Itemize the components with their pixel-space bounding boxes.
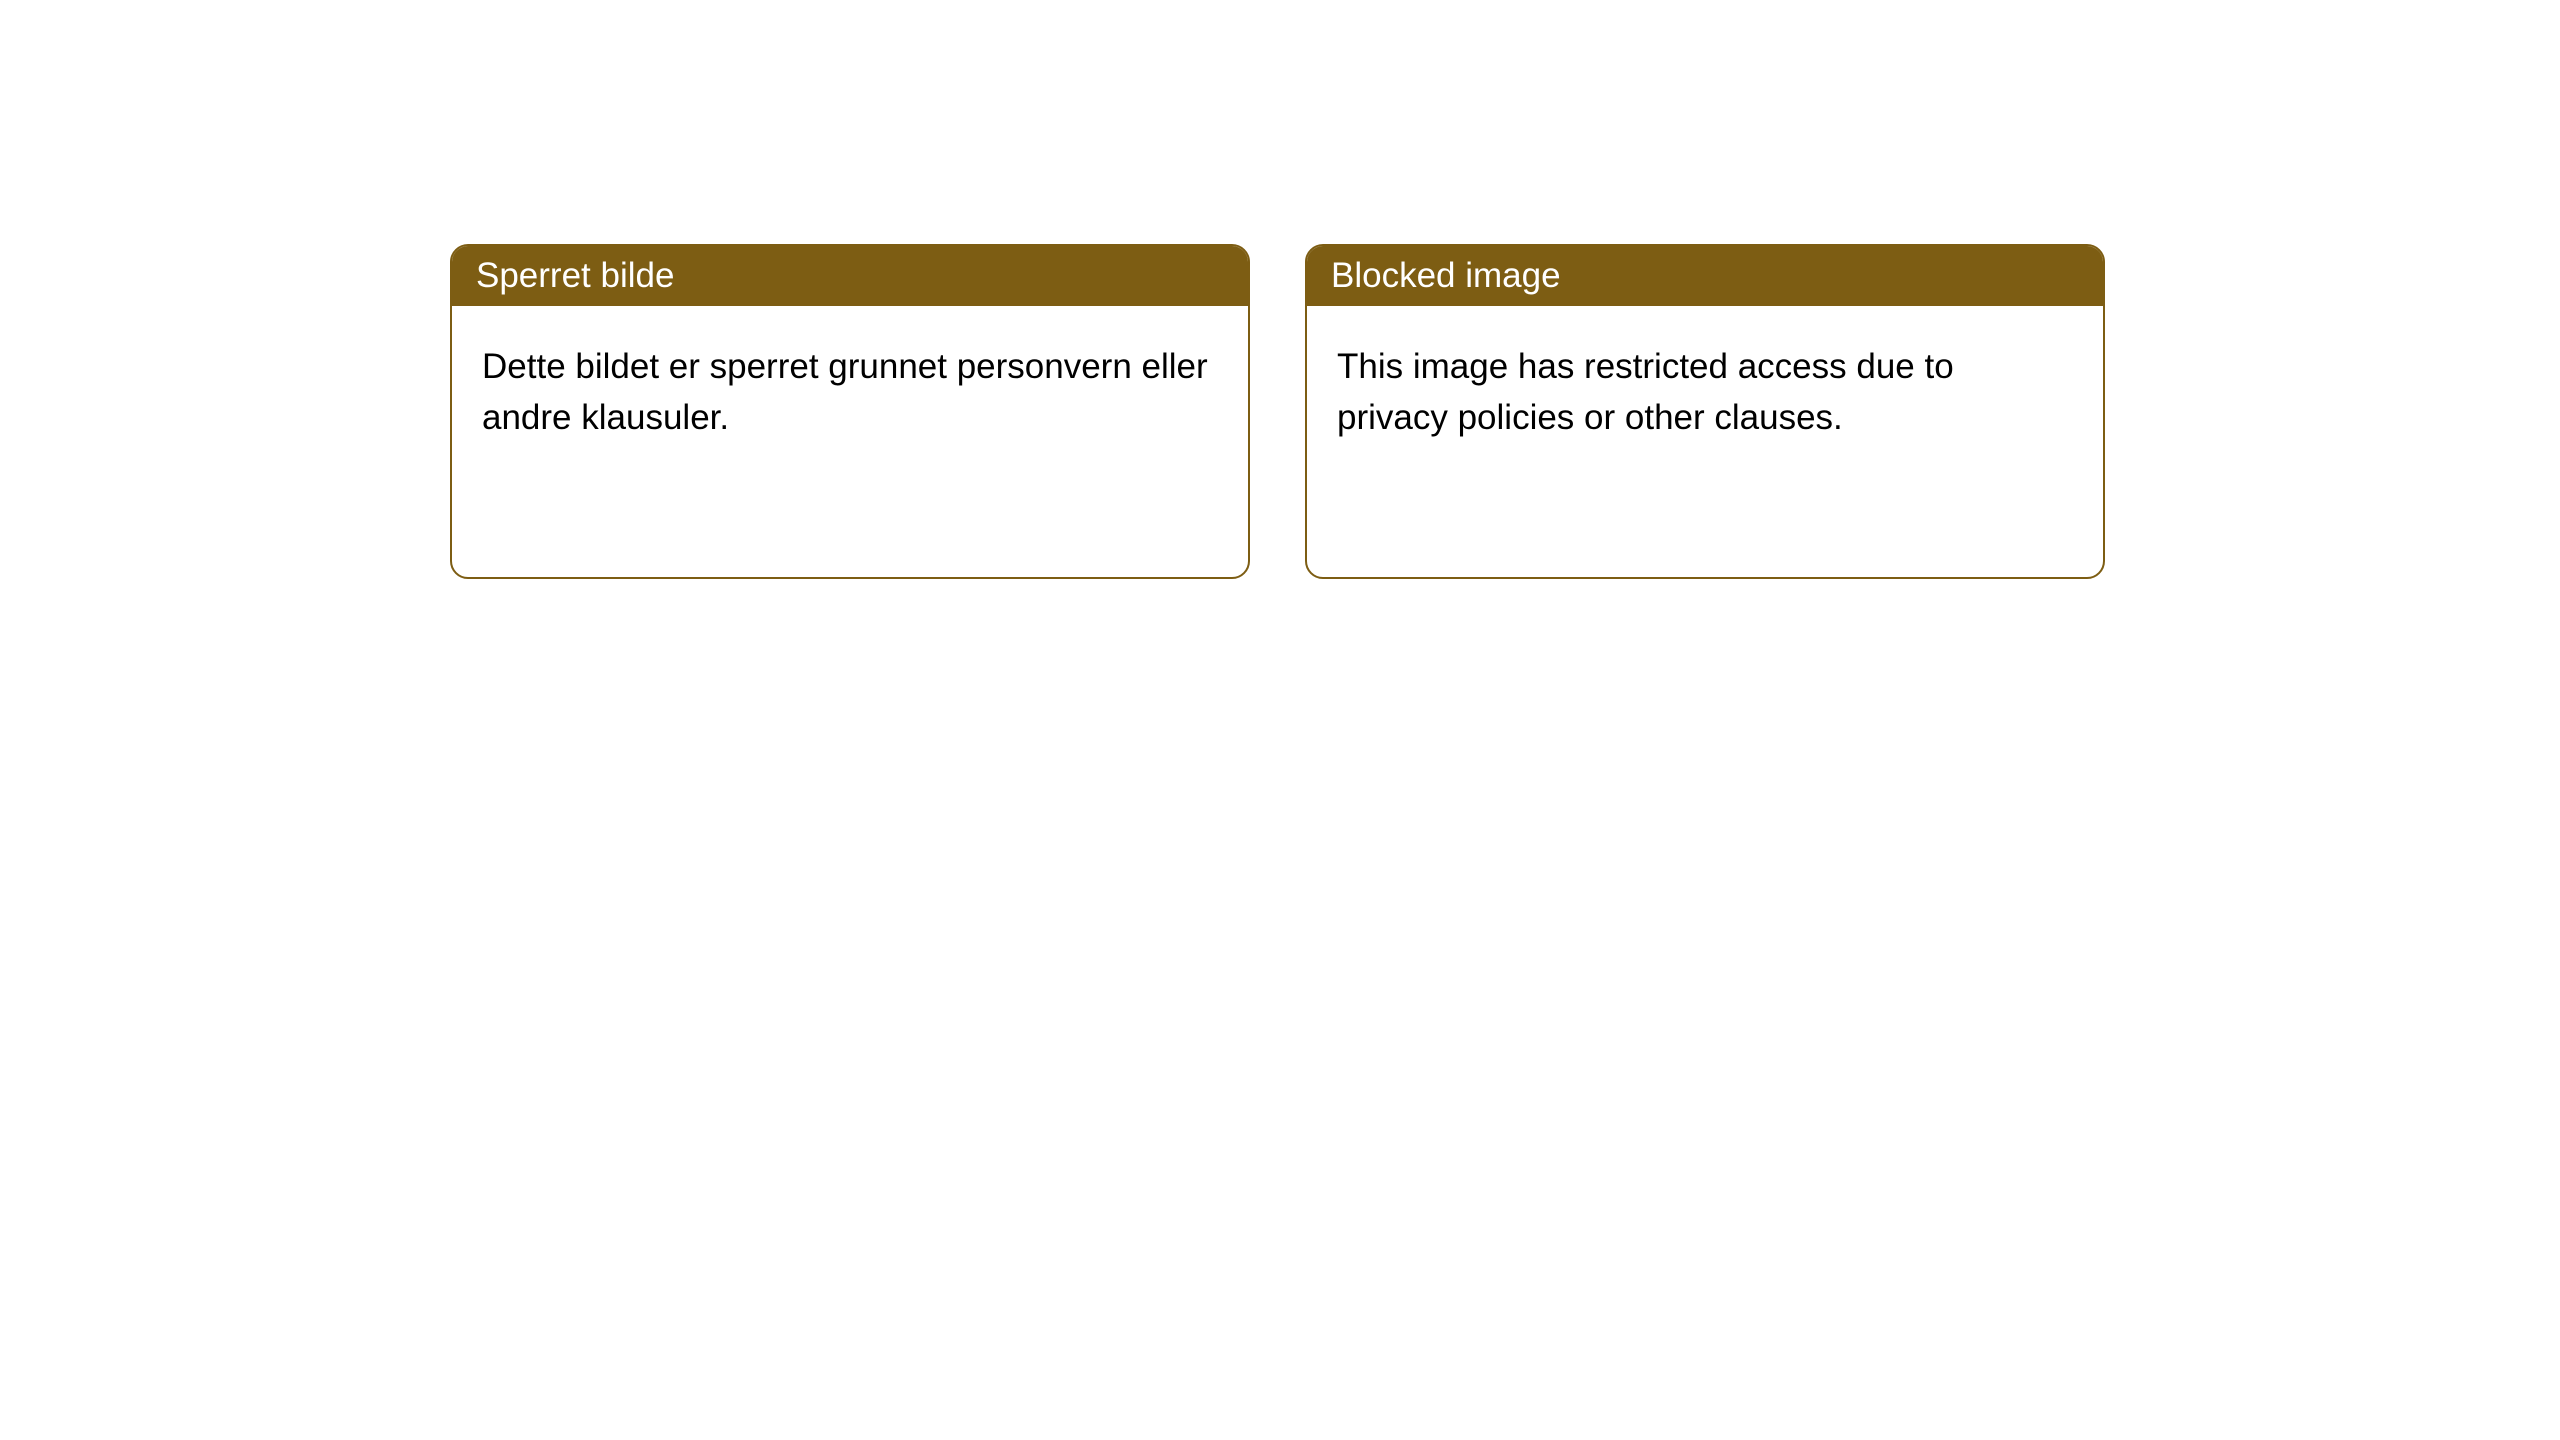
notice-card-english: Blocked image This image has restricted … xyxy=(1305,244,2105,579)
notice-card-body: Dette bildet er sperret grunnet personve… xyxy=(452,306,1248,480)
notice-card-header: Sperret bilde xyxy=(452,246,1248,306)
notice-body-text: Dette bildet er sperret grunnet personve… xyxy=(482,347,1208,437)
notice-card-norwegian: Sperret bilde Dette bildet er sperret gr… xyxy=(450,244,1250,579)
notice-card-header: Blocked image xyxy=(1307,246,2103,306)
notice-title: Sperret bilde xyxy=(476,256,674,295)
notice-body-text: This image has restricted access due to … xyxy=(1337,347,1954,437)
notice-container: Sperret bilde Dette bildet er sperret gr… xyxy=(450,244,2105,579)
notice-card-body: This image has restricted access due to … xyxy=(1307,306,2103,480)
notice-title: Blocked image xyxy=(1331,256,1561,295)
